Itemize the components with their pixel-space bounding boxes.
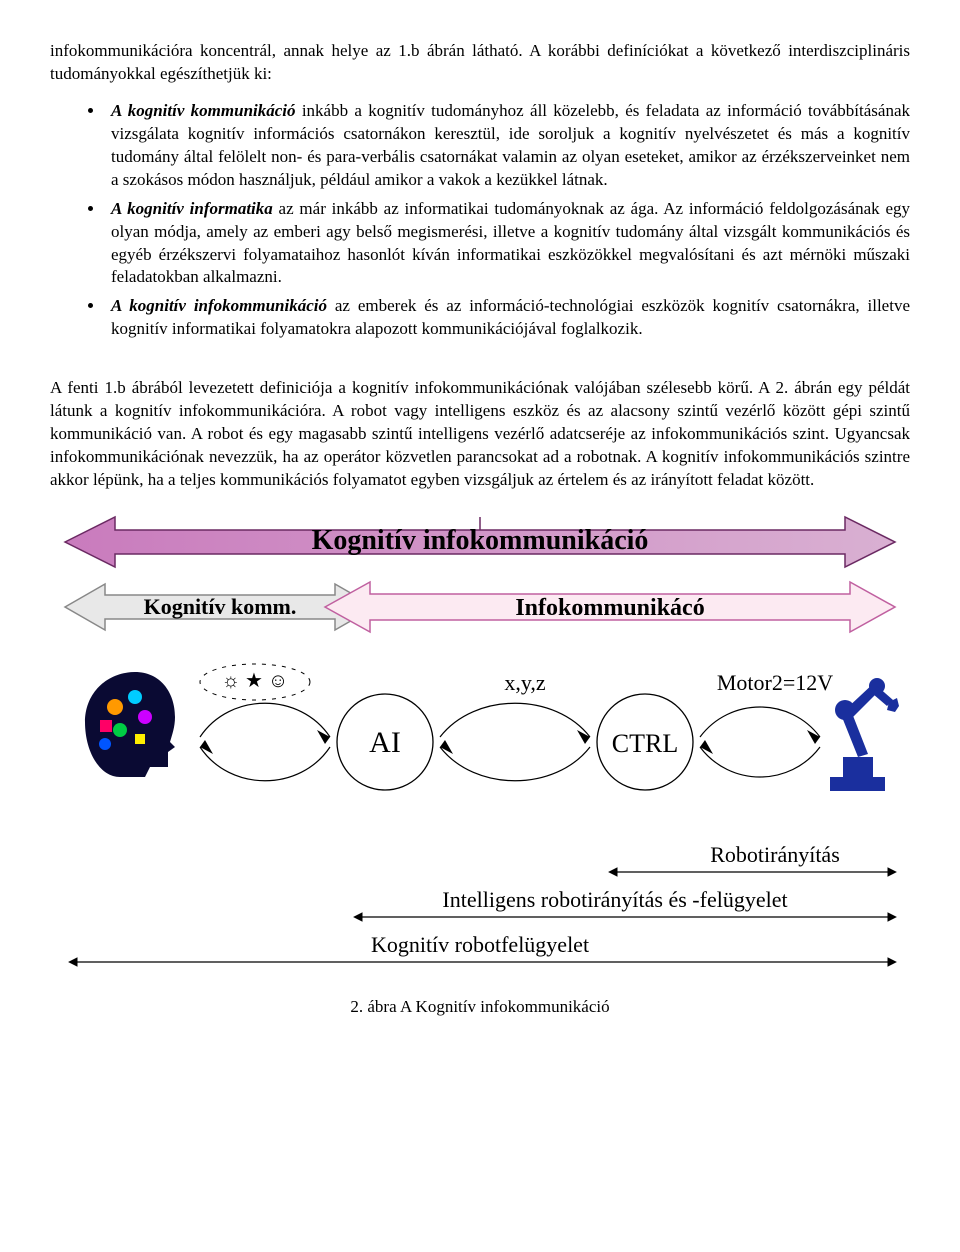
ai-label: AI [369,726,401,759]
intro-paragraph: infokommunikációra koncentrál, annak hel… [50,40,910,86]
range-label-1: Robotirányítás [710,842,840,867]
head-icon [85,672,175,777]
range-intelligent: Intelligens robotirányítás és -felügyele… [355,887,895,917]
mid-right-label: Infokommunikácó [515,595,704,621]
cycle-3 [700,707,820,777]
range-cognitive: Kognitív robotfelügyelet [70,932,895,962]
xyz-label: x,y,z [504,670,546,695]
list-item: A kognitív kommunikáció inkább a kognití… [105,100,910,192]
range-label-2: Intelligens robotirányítás és -felügyele… [442,887,787,912]
list-item: A kognitív informatika az már inkább az … [105,198,910,290]
list-item-lead: A kognitív kommunikáció [111,101,296,120]
range-robot-control: Robotirányítás [610,842,895,872]
figure-caption: 2. ábra A Kognitív infokommunikáció [50,996,910,1019]
range-label-3: Kognitív robotfelügyelet [371,932,589,957]
list-item-lead: A kognitív infokommunikáció [111,296,327,315]
list-item-lead: A kognitív informatika [111,199,273,218]
cycle-2 [440,703,590,781]
top-double-arrow: Kognitív infokommunikáció [65,517,895,567]
mid-right-arrow: Infokommunikácó [325,582,895,632]
explanation-paragraph: A fenti 1.b ábrából levezetett definició… [50,377,910,492]
motor-label: Motor2=12V [717,670,833,695]
ctrl-label: CTRL [612,729,678,758]
list-item: A kognitív infokommunikáció az emberek é… [105,295,910,341]
top-arrow-label: Kognitív infokommunikáció [312,525,649,556]
cycle-1 [200,703,330,781]
robot-arm-icon [830,678,899,791]
figure-2-diagram: Kognitív infokommunikáció Kognitív komm.… [55,512,905,982]
definition-list: A kognitív kommunikáció inkább a kognití… [50,100,910,341]
thought-icons: ☼ ★ ☺ [222,670,289,692]
mid-left-label: Kognitív komm. [144,594,297,619]
